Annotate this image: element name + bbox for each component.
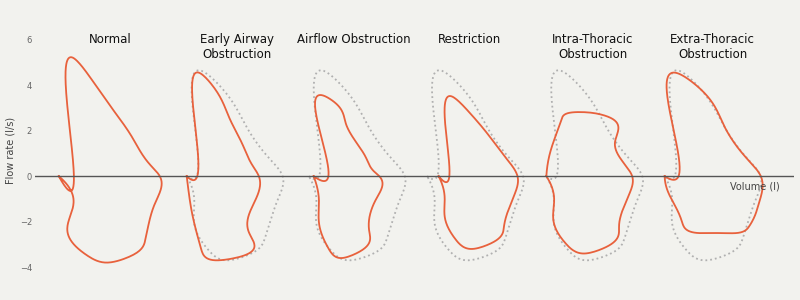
Y-axis label: Flow rate (l/s): Flow rate (l/s) [6, 116, 15, 184]
Text: Extra-Thoracic
Obstruction: Extra-Thoracic Obstruction [670, 33, 755, 61]
Text: Early Airway
Obstruction: Early Airway Obstruction [200, 33, 274, 61]
Text: Normal: Normal [88, 33, 131, 46]
Text: Intra-Thoracic
Obstruction: Intra-Thoracic Obstruction [552, 33, 633, 61]
Text: Airflow Obstruction: Airflow Obstruction [298, 33, 411, 46]
Text: Restriction: Restriction [438, 33, 501, 46]
Text: Volume (l): Volume (l) [730, 182, 780, 192]
